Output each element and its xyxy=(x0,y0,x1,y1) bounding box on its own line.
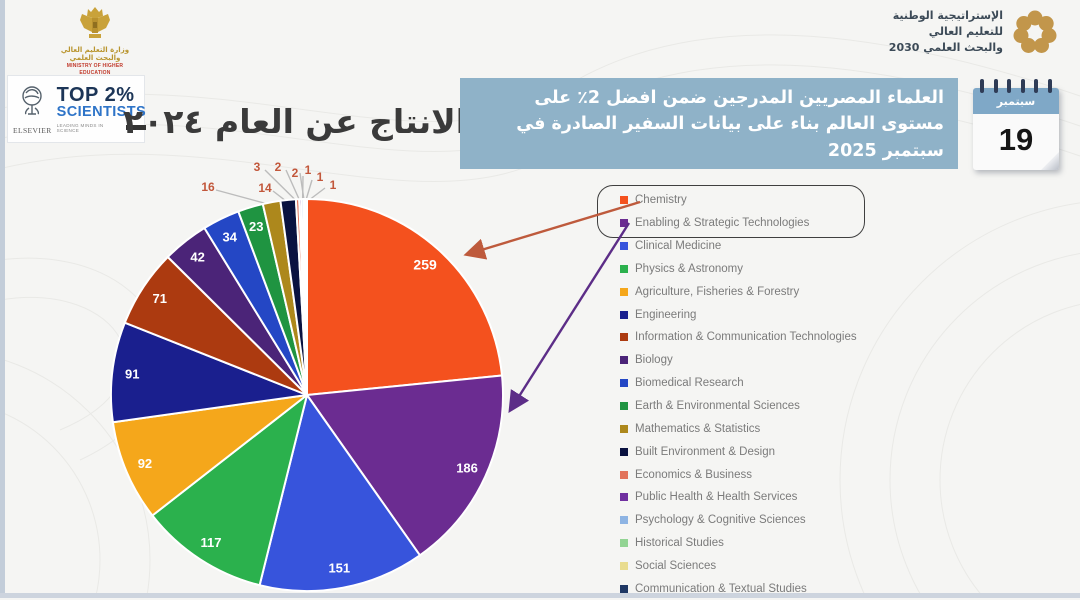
elsevier-tree-icon xyxy=(17,84,47,120)
legend-swatch xyxy=(620,448,628,456)
calendar-widget: سبتمبر 19 xyxy=(973,88,1059,170)
legend-swatch xyxy=(620,402,628,410)
legend-item-public-health-health-services[interactable]: Public Health & Health Services xyxy=(620,486,857,509)
legend-item-biology[interactable]: Biology xyxy=(620,349,857,372)
value-label-information-communication-technologies: 71 xyxy=(152,291,166,306)
legend-label: Historical Studies xyxy=(635,537,724,549)
legend-label: Information & Communication Technologies xyxy=(635,331,857,343)
value-label-engineering: 91 xyxy=(125,367,139,382)
legend-swatch xyxy=(620,242,628,250)
value-label-public-health-health-services: 2 xyxy=(275,160,282,174)
value-label-mathematics-statistics: 16 xyxy=(201,180,215,194)
ministry-name-arabic: وزارة التعليم العالي والبحث العلمي xyxy=(52,46,138,62)
legend-item-agriculture-fisheries-forestry[interactable]: Agriculture, Fisheries & Forestry xyxy=(620,280,857,303)
value-label-biology: 42 xyxy=(190,250,204,265)
value-label-agriculture-fisheries-forestry: 92 xyxy=(138,456,152,471)
legend-swatch xyxy=(620,585,628,593)
legend-label: Mathematics & Statistics xyxy=(635,423,760,435)
headline-box: العلماء المصريين المدرجين ضمن افضل 2٪ عل… xyxy=(460,78,958,169)
strategy-text: الإستراتيجية الوطنية للتعليم العالي والب… xyxy=(889,8,1003,56)
value-label-built-environment-design: 14 xyxy=(258,181,272,195)
legend-item-physics-astronomy[interactable]: Physics & Astronomy xyxy=(620,258,857,281)
value-label-historical-studies: 1 xyxy=(305,163,312,177)
legend-label: Biology xyxy=(635,354,673,366)
value-label-enabling-strategic-technologies: 186 xyxy=(456,461,478,476)
legend-item-information-communication-technologies[interactable]: Information & Communication Technologies xyxy=(620,326,857,349)
legend-item-economics-business[interactable]: Economics & Business xyxy=(620,463,857,486)
pie-slice-chemistry[interactable] xyxy=(307,199,502,395)
value-label-biomedical-research: 34 xyxy=(223,229,238,244)
legend-item-mathematics-statistics[interactable]: Mathematics & Statistics xyxy=(620,417,857,440)
legend-item-social-sciences[interactable]: Social Sciences xyxy=(620,555,857,578)
value-label-communication-textual-studies: 1 xyxy=(330,178,337,192)
legend-swatch xyxy=(620,356,628,364)
legend-swatch xyxy=(620,425,628,433)
slide-left-edge xyxy=(0,0,5,598)
legend-item-built-environment-design[interactable]: Built Environment & Design xyxy=(620,440,857,463)
legend-swatch xyxy=(620,493,628,501)
calendar-binding-rings xyxy=(973,79,1059,93)
ministry-logo: وزارة التعليم العالي والبحث العلمي MINIS… xyxy=(52,6,138,83)
egypt-eagle-icon xyxy=(76,6,114,40)
elsevier-wordmark: ELSEVIER xyxy=(13,126,52,135)
legend-highlight-frame xyxy=(597,185,865,238)
legend-label: Engineering xyxy=(635,309,696,321)
chart-title: الانتاج عن العام ٢٠٢٤ xyxy=(120,102,470,141)
legend-swatch xyxy=(620,311,628,319)
legend-item-engineering[interactable]: Engineering xyxy=(620,303,857,326)
legend-item-historical-studies[interactable]: Historical Studies xyxy=(620,532,857,555)
calendar-day: 19 xyxy=(973,114,1059,166)
legend-label: Physics & Astronomy xyxy=(635,263,743,275)
legend-swatch xyxy=(620,516,628,524)
legend-label: Biomedical Research xyxy=(635,377,744,389)
legend-label: Psychology & Cognitive Sciences xyxy=(635,514,806,526)
value-label-social-sciences: 1 xyxy=(317,170,324,184)
legend-item-communication-textual-studies[interactable]: Communication & Textual Studies xyxy=(620,577,857,600)
legend-label: Social Sciences xyxy=(635,560,716,572)
legend-swatch xyxy=(620,471,628,479)
pie-slice-communication-textual-studies[interactable] xyxy=(306,199,307,395)
legend-swatch xyxy=(620,539,628,547)
gold-rosette-icon xyxy=(1012,9,1058,55)
legend-swatch xyxy=(620,333,628,341)
legend-label: Earth & Environmental Sciences xyxy=(635,400,800,412)
legend-swatch xyxy=(620,562,628,570)
national-strategy-logo: الإستراتيجية الوطنية للتعليم العالي والب… xyxy=(889,8,1058,56)
value-label-psychology-cognitive-sciences: 2 xyxy=(292,166,299,180)
legend-label: Public Health & Health Services xyxy=(635,491,797,503)
legend-label: Economics & Business xyxy=(635,469,752,481)
value-label-economics-business: 3 xyxy=(254,160,261,174)
legend-label: Communication & Textual Studies xyxy=(635,583,807,595)
legend-label: Clinical Medicine xyxy=(635,240,721,252)
legend-swatch xyxy=(620,379,628,387)
legend-swatch xyxy=(620,265,628,273)
legend-label: Agriculture, Fisheries & Forestry xyxy=(635,286,799,298)
legend-label: Built Environment & Design xyxy=(635,446,775,458)
value-label-clinical-medicine: 151 xyxy=(328,561,350,576)
legend-swatch xyxy=(620,288,628,296)
value-label-earth-environmental-sciences: 23 xyxy=(249,219,263,234)
value-label-physics-astronomy: 117 xyxy=(201,535,222,550)
legend-item-biomedical-research[interactable]: Biomedical Research xyxy=(620,372,857,395)
legend-item-psychology-cognitive-sciences[interactable]: Psychology & Cognitive Sciences xyxy=(620,509,857,532)
legend-item-clinical-medicine[interactable]: Clinical Medicine xyxy=(620,235,857,258)
value-label-chemistry: 259 xyxy=(413,257,437,273)
legend-item-earth-environmental-sciences[interactable]: Earth & Environmental Sciences xyxy=(620,395,857,418)
